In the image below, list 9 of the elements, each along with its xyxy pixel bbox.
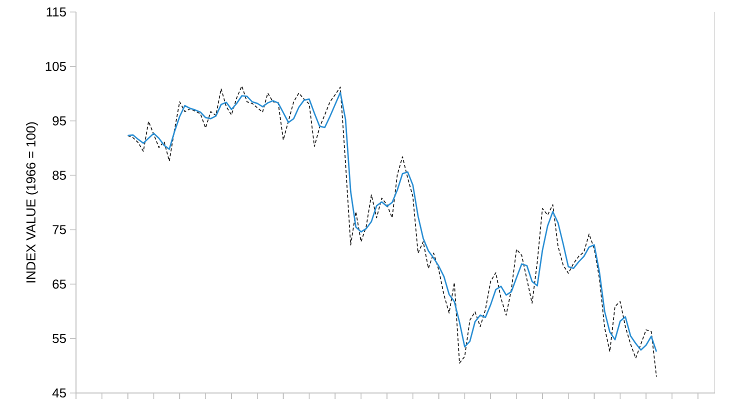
y-tick-label: 55 <box>52 334 66 344</box>
y-axis-title: INDEX VALUE (1966 = 100) <box>26 122 38 282</box>
y-tick-label: 105 <box>46 62 66 72</box>
y-tick-label: 85 <box>52 170 66 180</box>
y-tick-label: 115 <box>46 8 66 17</box>
y-tick-label: 95 <box>52 116 66 126</box>
y-tick-label: 65 <box>52 280 66 289</box>
y-tick-label: 75 <box>52 225 66 234</box>
y-tick-label: 45 <box>52 388 66 398</box>
